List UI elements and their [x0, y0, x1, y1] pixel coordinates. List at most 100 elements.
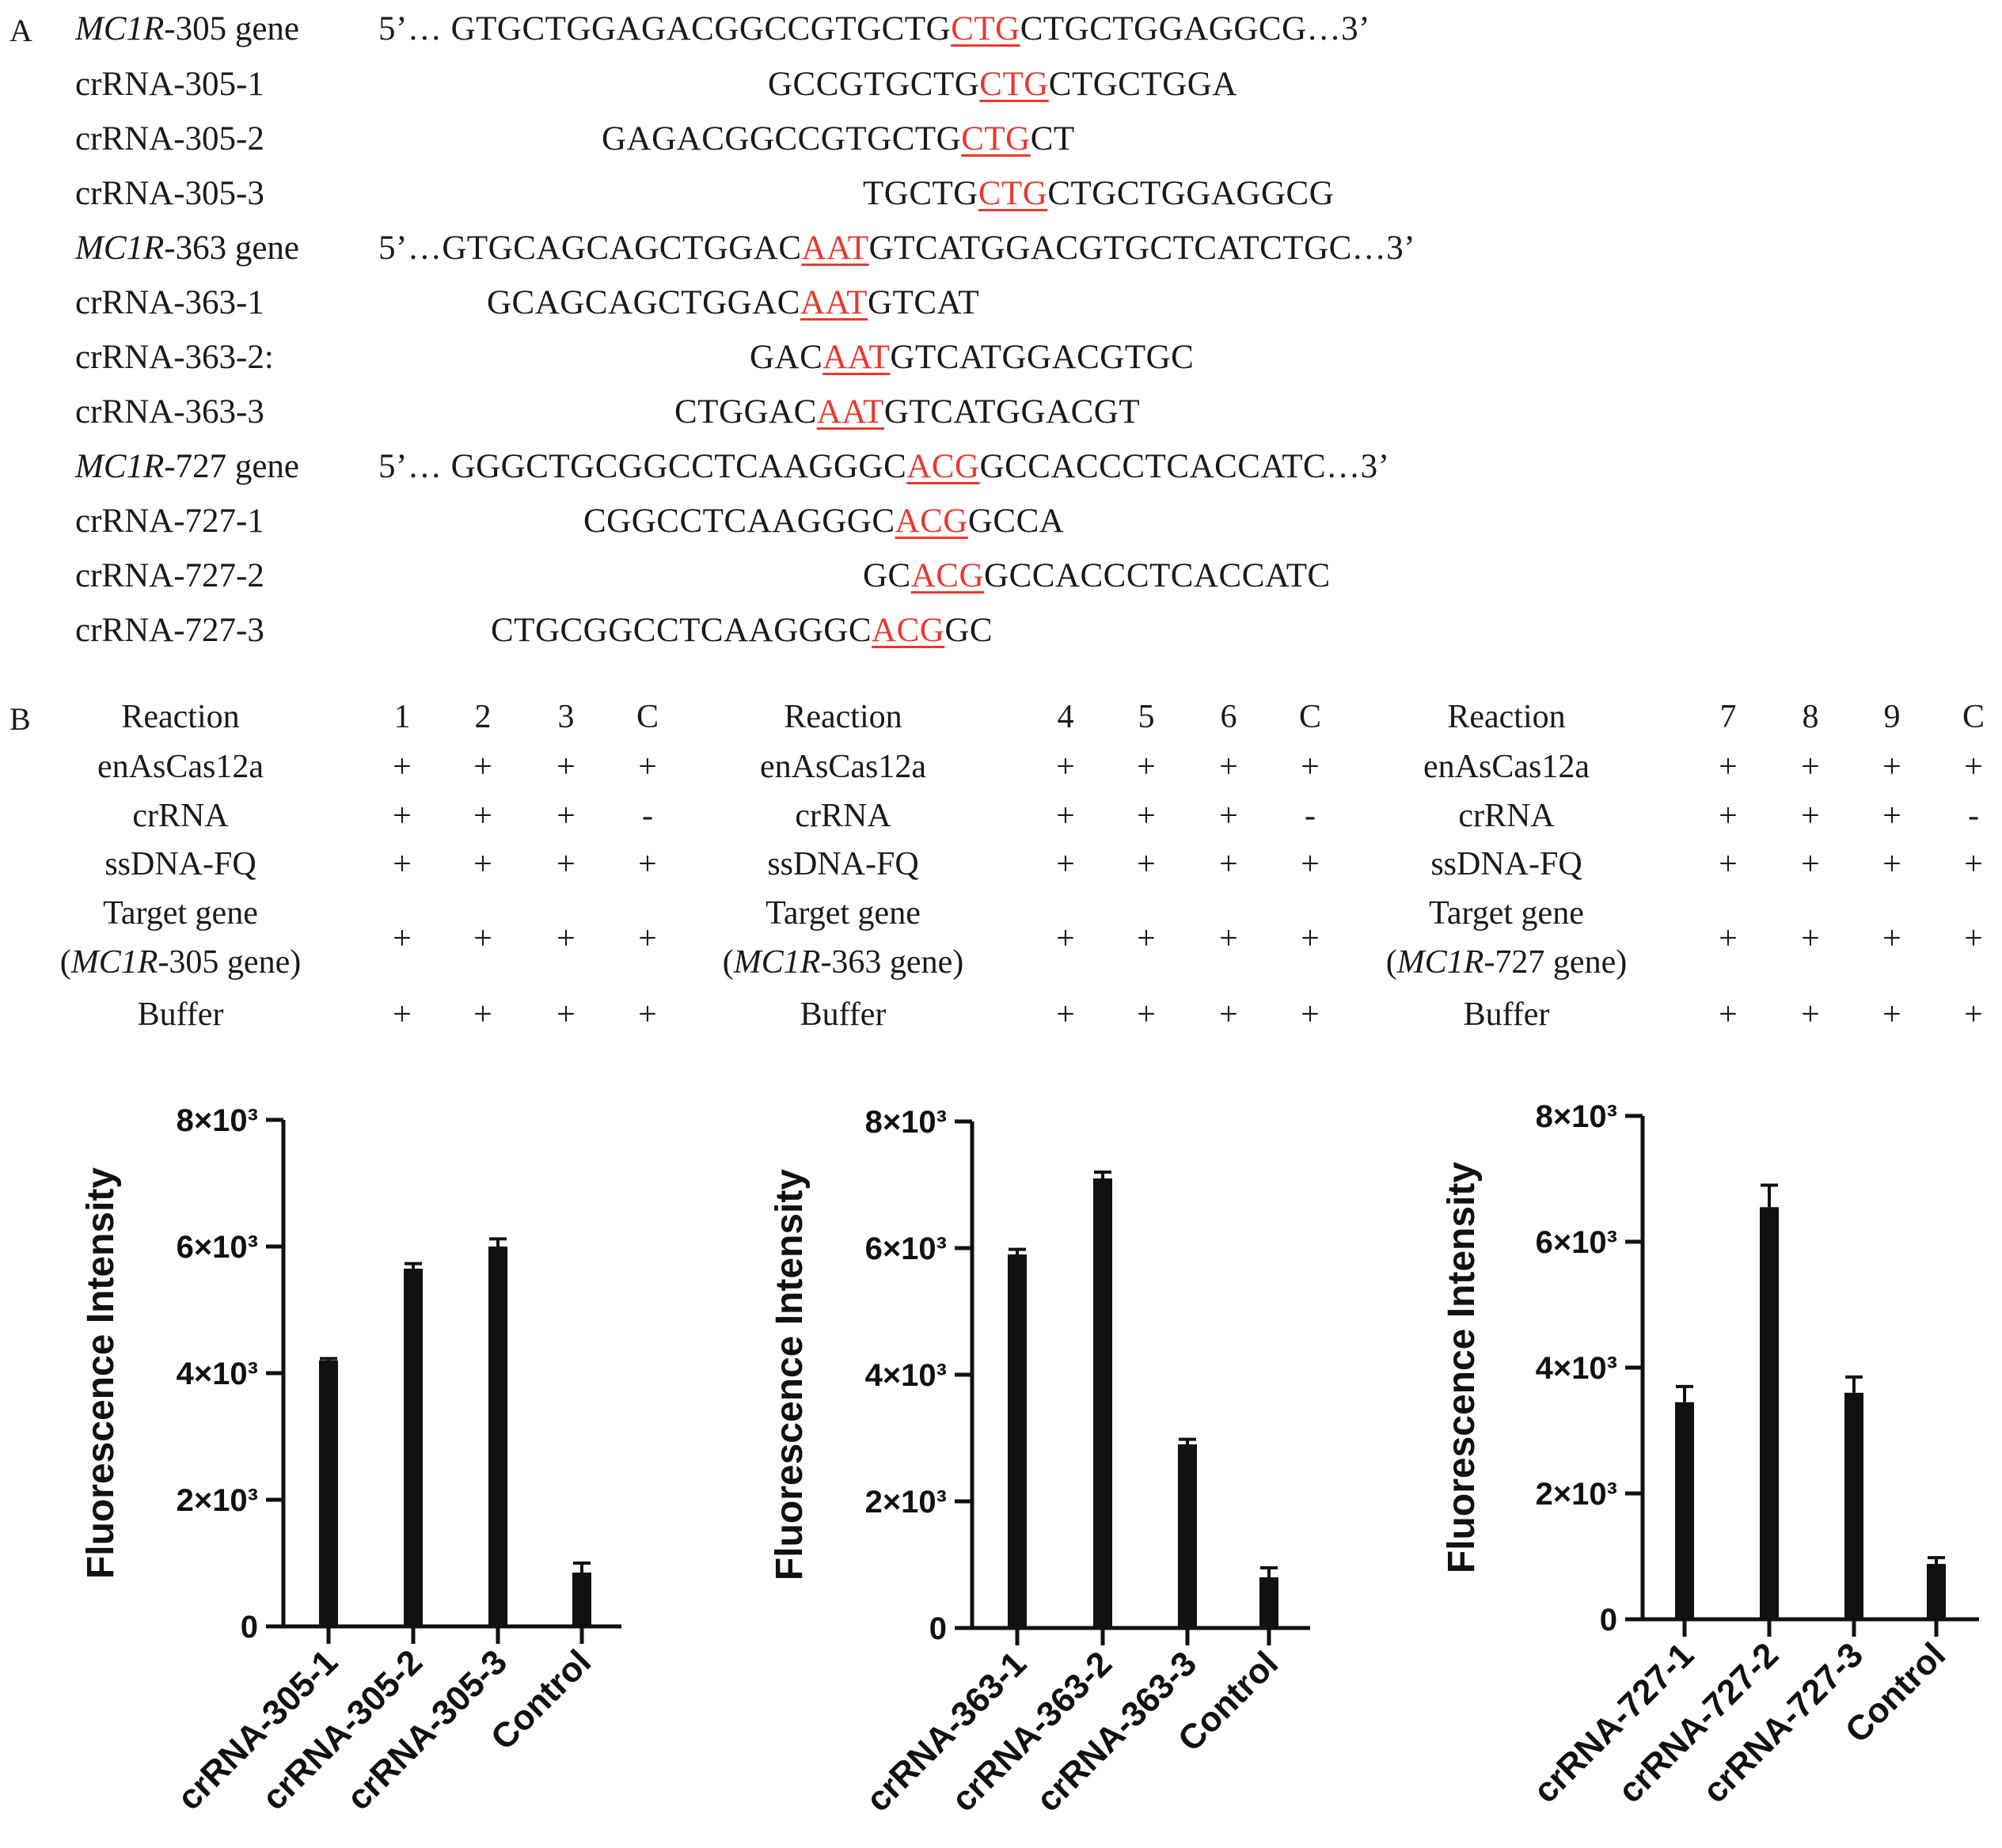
- condition-value: +: [1801, 920, 1820, 957]
- reaction-header: Reaction: [1447, 699, 1566, 735]
- condition-label: enAsCas12a: [1423, 749, 1590, 785]
- reaction-column-id: 3: [557, 699, 575, 735]
- condition-value: +: [1801, 846, 1820, 882]
- condition-value: +: [393, 920, 412, 957]
- condition-value: +: [1137, 798, 1156, 834]
- condition-value: +: [1964, 846, 1983, 882]
- condition-label: enAsCas12a: [760, 749, 926, 785]
- condition-value: +: [473, 798, 492, 834]
- sequence-text: CGGCCTCAAGGGCACGGCCA: [583, 503, 1065, 540]
- bar: [1008, 1254, 1027, 1628]
- condition-value: +: [1301, 749, 1320, 785]
- sequence-text: CTGGACAATGTCATGGACGT: [674, 393, 1141, 431]
- condition-value: +: [557, 798, 576, 834]
- condition-value: +: [1219, 846, 1238, 882]
- sequence-text: 5’… GTGCTGGAGACGGCCGTGCTGCTGCTGCTGGAGGCG…: [378, 10, 1370, 47]
- reaction-column-id: 1: [393, 699, 411, 735]
- reaction-header: Reaction: [121, 699, 240, 735]
- condition-label: ssDNA-FQ: [1430, 846, 1582, 882]
- condition-value: +: [1301, 846, 1320, 882]
- sequence-text: 5’… GGGCTGCGGCCTCAAGGGCACGGCCACCCTCACCAT…: [378, 448, 1390, 485]
- y-tick-label: 8×10³: [1536, 1099, 1617, 1134]
- reaction-column-id: C: [636, 699, 659, 735]
- pam-highlight: CTG: [951, 10, 1020, 47]
- condition-value: +: [1137, 920, 1156, 957]
- y-tick-label: 2×10³: [1536, 1477, 1617, 1512]
- condition-value: +: [1719, 996, 1738, 1033]
- pam-highlight: ACG: [906, 448, 980, 485]
- condition-value: +: [1056, 798, 1075, 834]
- condition-value: +: [1882, 798, 1901, 834]
- condition-value: -: [1968, 798, 1979, 834]
- bar: [1259, 1577, 1278, 1628]
- y-axis-label: Fluorescence Intensity: [769, 1169, 811, 1580]
- condition-label: Target gene: [1429, 895, 1584, 932]
- condition-value: +: [473, 996, 492, 1033]
- y-axis-label: Fluorescence Intensity: [80, 1167, 122, 1579]
- condition-label: Buffer: [1463, 996, 1550, 1033]
- condition-value: +: [1719, 749, 1738, 785]
- condition-value: +: [1137, 846, 1156, 882]
- condition-value: +: [1801, 798, 1820, 834]
- condition-value: +: [638, 846, 657, 882]
- condition-value: +: [1882, 920, 1901, 957]
- bar: [319, 1360, 338, 1626]
- condition-label: Target gene: [103, 895, 258, 932]
- sequence-text: GCACGGCCACCCTCACCATC: [863, 557, 1331, 594]
- sequence-row: MC1R-363 gene 5’…GTGCAGCAGCTGGACAATGTCATG…: [0, 229, 2002, 284]
- condition-value: +: [473, 920, 492, 957]
- pam-highlight: AAT: [822, 339, 891, 376]
- bar: [488, 1247, 507, 1626]
- condition-value: +: [1056, 920, 1075, 957]
- sequence-row: crRNA-305-2 GAGACGGCCGTGCTGCTGCT: [0, 120, 2002, 175]
- condition-value: +: [1882, 996, 1901, 1033]
- condition-label: ssDNA-FQ: [767, 846, 919, 882]
- condition-value: +: [1801, 996, 1820, 1033]
- sequence-text: CTGCGGCCTCAAGGGCACGGC: [491, 612, 993, 649]
- y-tick-label: 2×10³: [865, 1485, 947, 1520]
- condition-value: +: [1219, 920, 1238, 957]
- condition-value: +: [557, 846, 576, 882]
- sequence-row: MC1R-727 gene 5’… GGGCTGCGGCCTCAAGGGCACGG…: [0, 447, 2002, 503]
- condition-value: -: [642, 798, 653, 834]
- sequence-label: crRNA-305-1: [75, 66, 264, 103]
- condition-value: +: [1056, 749, 1075, 785]
- condition-value: +: [1964, 749, 1983, 785]
- bar: [572, 1573, 591, 1626]
- y-tick-label: 0: [929, 1611, 947, 1646]
- y-tick-label: 6×10³: [865, 1231, 947, 1266]
- y-tick-label: 4×10³: [177, 1357, 258, 1391]
- pam-highlight: AAT: [816, 393, 884, 431]
- condition-value: +: [473, 846, 492, 882]
- y-tick-label: 0: [241, 1610, 258, 1645]
- bar-charts: 0 2×10³ 4×10³ 6×10³ 8×10³ Fluorescence Intens…: [80, 1099, 1979, 1820]
- y-tick-label: 6×10³: [177, 1230, 258, 1265]
- condition-label: Target gene: [765, 895, 921, 932]
- condition-value: +: [1719, 798, 1738, 834]
- panel-a-letter: A: [9, 13, 32, 48]
- y-tick-label: 6×10³: [1536, 1225, 1617, 1260]
- condition-label: crRNA: [132, 798, 229, 834]
- sequence-label: crRNA-305-2: [75, 120, 264, 157]
- y-axis-label: Fluorescence Intensity: [1441, 1162, 1483, 1573]
- reaction-column-id: 4: [1057, 699, 1074, 735]
- condition-label: crRNA: [795, 798, 891, 834]
- condition-value: -: [1305, 798, 1316, 834]
- sequence-row: crRNA-363-2: GACAATGTCATGGACGTGC: [0, 338, 2002, 393]
- sequence-text: GACAATGTCATGGACGTGC: [750, 339, 1195, 376]
- condition-label: enAsCas12a: [97, 749, 264, 785]
- pam-highlight: AAT: [801, 230, 869, 267]
- sequence-row: MC1R-305 gene 5’… GTGCTGGAGACGGCCGTGCTGCT…: [0, 9, 2002, 65]
- condition-value: +: [1137, 749, 1156, 785]
- pam-highlight: CTG: [979, 66, 1049, 103]
- condition-value: +: [1801, 749, 1820, 785]
- condition-label: crRNA: [1458, 798, 1555, 834]
- sequence-label: crRNA-363-2:: [75, 339, 274, 376]
- condition-value: +: [557, 749, 576, 785]
- sequence-label: crRNA-727-2: [75, 557, 264, 594]
- sequence-row: crRNA-727-2 GCACGGCCACCCTCACCATC: [0, 556, 2002, 612]
- sequence-row: crRNA-363-1 GCAGCAGCTGGACAATGTCAT: [0, 283, 2002, 339]
- pam-highlight: ACG: [910, 557, 985, 594]
- condition-value: +: [1301, 920, 1320, 957]
- bar: [1675, 1402, 1694, 1619]
